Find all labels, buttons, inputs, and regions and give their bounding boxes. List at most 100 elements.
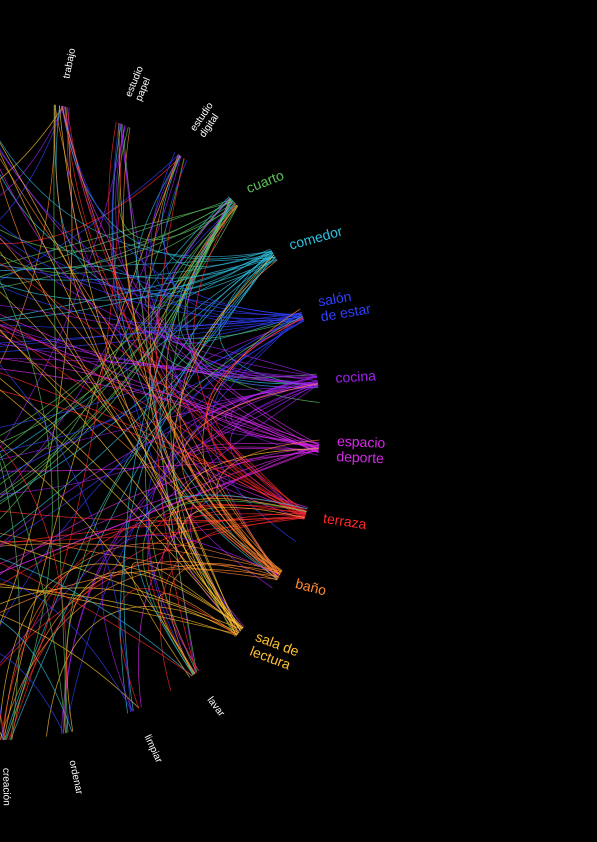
- edge: [0, 384, 319, 664]
- node-label-line: creación: [0, 768, 12, 806]
- edge: [0, 583, 238, 635]
- edge: [0, 152, 239, 635]
- node-label: creación: [0, 768, 12, 806]
- edge: [0, 254, 275, 538]
- edge: [181, 506, 305, 629]
- edge: [0, 513, 306, 587]
- edge: [0, 280, 53, 741]
- edge: [0, 316, 304, 329]
- edge: [135, 155, 278, 297]
- edge: [199, 495, 308, 575]
- edge: [6, 513, 307, 741]
- edge: [0, 614, 140, 709]
- node-label-line: cocina: [335, 367, 377, 385]
- edge: [0, 504, 307, 741]
- edge: [0, 224, 302, 315]
- edge: [186, 199, 320, 446]
- edge: [0, 291, 237, 636]
- edge: [0, 532, 278, 580]
- edge: [0, 578, 133, 712]
- edge: [0, 201, 235, 266]
- edge: [0, 237, 278, 580]
- edge: [61, 105, 281, 576]
- edge: [60, 385, 319, 735]
- edge: [118, 122, 241, 632]
- edge: [168, 498, 307, 629]
- edge: [0, 324, 306, 516]
- edge: [63, 106, 303, 316]
- edge: [0, 557, 193, 677]
- edge: [67, 107, 319, 385]
- edge: [0, 460, 20, 740]
- edge: [0, 252, 274, 502]
- edge: [0, 324, 319, 385]
- edge: [0, 252, 274, 281]
- edge: [0, 251, 273, 459]
- edge: [0, 234, 304, 320]
- edge: [155, 158, 197, 673]
- edge: [147, 504, 306, 674]
- edge: [0, 238, 318, 377]
- edge: [0, 364, 131, 713]
- edge: [147, 382, 318, 671]
- edge: [0, 540, 243, 630]
- edge: [0, 142, 239, 634]
- edge: [0, 168, 319, 449]
- edge: [123, 200, 234, 711]
- edge: [0, 564, 282, 741]
- edge: [159, 518, 305, 691]
- edge: [0, 320, 305, 627]
- edge: [0, 319, 304, 344]
- edge: [64, 106, 307, 512]
- edge: [0, 343, 318, 384]
- node-label-line: terraza: [322, 510, 368, 532]
- edge: [138, 446, 319, 708]
- edge: [0, 653, 65, 734]
- edge: [66, 107, 307, 514]
- edge: [158, 593, 238, 675]
- edge: [0, 252, 273, 321]
- edge: [108, 121, 305, 520]
- edge: [8, 124, 123, 741]
- edge: [58, 105, 241, 632]
- edge: [0, 562, 193, 676]
- edge: [183, 318, 319, 390]
- edge: [0, 205, 239, 437]
- edge: [62, 383, 319, 734]
- edge: [0, 104, 56, 365]
- edge: [219, 250, 319, 387]
- edge: [161, 155, 271, 267]
- edge: [0, 445, 67, 734]
- edge: [54, 104, 281, 576]
- edge: [0, 381, 318, 495]
- edge: [170, 254, 303, 345]
- edge: [0, 264, 304, 318]
- edge: [0, 375, 317, 546]
- node-label: baño: [294, 575, 328, 598]
- node-label: terraza: [322, 510, 368, 532]
- edge: [193, 203, 306, 516]
- edge: [0, 198, 232, 485]
- edge: [130, 561, 243, 678]
- edge: [172, 254, 275, 636]
- edge: [0, 563, 244, 727]
- edge: [135, 494, 308, 675]
- edge: [164, 160, 304, 322]
- edge: [144, 196, 272, 309]
- edge: [0, 199, 232, 278]
- edge: [0, 439, 196, 674]
- edge: [10, 253, 274, 740]
- edge: [0, 156, 182, 245]
- edge: [0, 106, 64, 197]
- edge: [0, 201, 235, 270]
- node-label-line: espacio: [337, 432, 386, 450]
- edge: [0, 452, 67, 734]
- edge: [0, 173, 276, 279]
- edge: [0, 204, 238, 453]
- edge: [0, 324, 319, 453]
- node-label-line: deporte: [336, 448, 384, 466]
- edge: [54, 104, 279, 579]
- edge: [2, 542, 281, 741]
